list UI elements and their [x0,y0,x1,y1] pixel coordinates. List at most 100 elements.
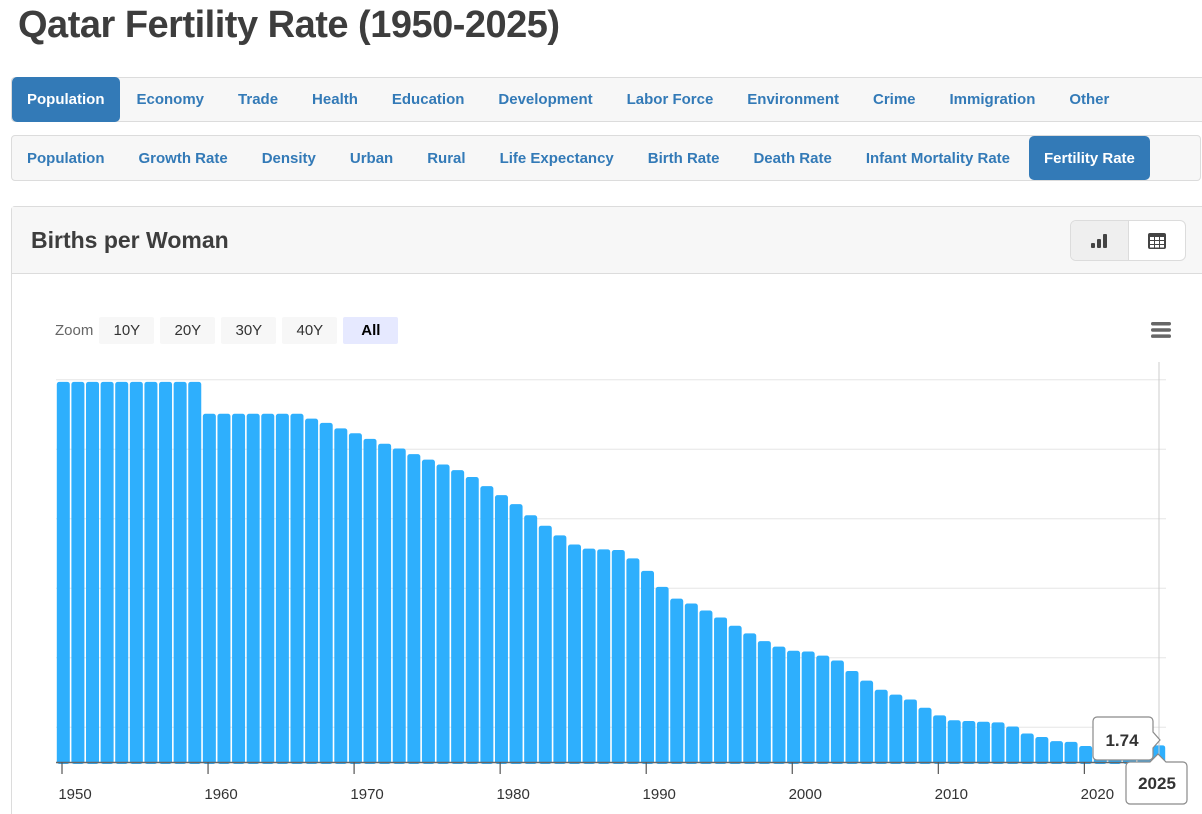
subtab-growth-rate[interactable]: Growth Rate [138,149,228,167]
bar-1976[interactable] [436,464,450,764]
bar-1968[interactable] [319,422,333,764]
bar-1986[interactable] [582,548,596,764]
bar-2008[interactable] [903,699,917,764]
bar-1989[interactable] [626,558,640,764]
subtab-rural[interactable]: Rural [427,149,466,167]
bar-1988[interactable] [611,550,625,764]
zoom-40y-button[interactable]: 40Y [282,317,338,344]
bar-1950[interactable] [56,381,70,764]
bar-2001[interactable] [801,651,815,764]
bar-1959[interactable] [188,381,202,764]
tab-trade[interactable]: Trade [238,91,279,108]
bar-1962[interactable] [232,413,246,764]
bar-1973[interactable] [392,448,406,764]
zoom-20y-button[interactable]: 20Y [160,317,216,344]
bar-1956[interactable] [144,381,158,764]
subtab-urban[interactable]: Urban [349,149,394,167]
tab-other[interactable]: Other [1069,91,1110,108]
bar-2015[interactable] [1006,726,1020,764]
tab-labor-force[interactable]: Labor Force [626,91,714,108]
bar-1953[interactable] [100,381,114,764]
bar-1985[interactable] [567,544,581,764]
subtab-death-rate[interactable]: Death Rate [753,149,832,167]
tab-economy[interactable]: Economy [136,91,205,108]
bar-2000[interactable] [787,650,801,764]
bar-1970[interactable] [348,433,362,764]
tab-health[interactable]: Health [312,91,358,108]
bar-2002[interactable] [816,655,830,764]
bar-1969[interactable] [334,428,348,764]
bar-2012[interactable] [962,720,976,764]
bar-1978[interactable] [465,477,479,764]
bar-2013[interactable] [976,721,990,764]
bar-1951[interactable] [71,381,85,764]
bar-1990[interactable] [641,570,655,764]
bar-2006[interactable] [874,689,888,764]
bar-2017[interactable] [1035,736,1049,764]
bar-1991[interactable] [655,586,669,764]
bar-1980[interactable] [494,495,508,764]
bar-2020[interactable] [1079,746,1093,764]
zoom-all-button[interactable]: All [343,317,399,344]
bar-1961[interactable] [217,413,231,764]
tab-crime[interactable]: Crime [872,91,916,108]
bar-1979[interactable] [480,486,494,764]
bar-1974[interactable] [407,454,421,764]
bar-1964[interactable] [261,413,275,764]
bar-1995[interactable] [714,617,728,764]
zoom-10y-button[interactable]: 10Y [99,317,155,344]
bar-1972[interactable] [378,443,392,764]
bar-1957[interactable] [159,381,173,764]
tab-development[interactable]: Development [498,91,593,108]
subtab-birth-rate[interactable]: Birth Rate [647,149,720,167]
subtab-density[interactable]: Density [261,149,316,167]
bar-1955[interactable] [129,381,143,764]
bar-1954[interactable] [115,381,129,764]
bar-2018[interactable] [1049,741,1063,764]
bar-1998[interactable] [757,641,771,764]
bar-1965[interactable] [275,413,289,764]
bar-1996[interactable] [728,625,742,764]
bar-1967[interactable] [305,418,319,764]
bar-2003[interactable] [830,660,844,764]
bar-1960[interactable] [202,413,216,764]
bar-2019[interactable] [1064,741,1078,764]
bar-1987[interactable] [597,549,611,764]
bar-1966[interactable] [290,413,304,764]
tab-environment[interactable]: Environment [747,91,839,108]
bar-1975[interactable] [421,459,435,764]
bar-1994[interactable] [699,610,713,764]
tab-immigration[interactable]: Immigration [949,91,1036,108]
chart-menu-button[interactable] [1150,321,1172,344]
bar-1984[interactable] [553,535,567,764]
bar-2009[interactable] [918,707,932,764]
subtab-life-expectancy[interactable]: Life Expectancy [499,149,614,167]
bar-2005[interactable] [860,680,874,764]
bar-1997[interactable] [743,633,757,764]
bar-1958[interactable] [173,381,187,764]
bar-2014[interactable] [991,722,1005,764]
table-view-button[interactable] [1129,221,1186,260]
bar-1992[interactable] [670,598,684,764]
bar-1981[interactable] [509,504,523,764]
zoom-30y-button[interactable]: 30Y [221,317,277,344]
bar-1971[interactable] [363,438,377,764]
bar-1993[interactable] [684,603,698,764]
tab-education[interactable]: Education [391,91,465,108]
bar-2007[interactable] [889,694,903,764]
bar-1983[interactable] [538,525,552,764]
subtab-population[interactable]: Population [27,149,105,167]
bar-2016[interactable] [1020,733,1034,764]
bar-1982[interactable] [524,515,538,764]
bar-1952[interactable] [86,381,100,764]
subtab-fertility-rate[interactable]: Fertility Rate [1029,136,1150,180]
subtab-infant-mortality-rate[interactable]: Infant Mortality Rate [865,149,1011,167]
chart-view-button[interactable] [1071,221,1129,260]
tab-population[interactable]: Population [12,76,120,122]
bar-2010[interactable] [933,715,947,764]
bar-1999[interactable] [772,646,786,764]
bar-2004[interactable] [845,670,859,764]
bar-1963[interactable] [246,413,260,764]
bar-1977[interactable] [451,470,465,764]
bar-2011[interactable] [947,720,961,764]
